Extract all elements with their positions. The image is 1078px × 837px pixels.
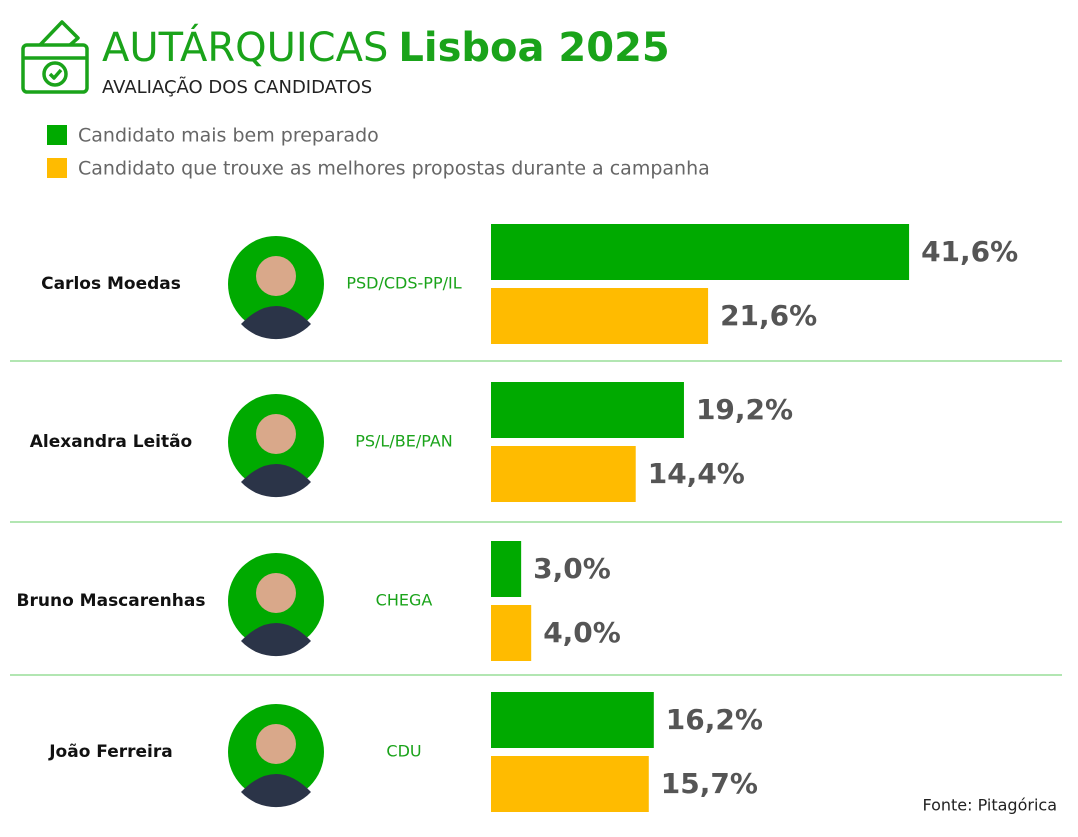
candidate-name: Bruno Mascarenhas xyxy=(17,591,206,611)
value-label: 14,4% xyxy=(648,457,745,490)
value-label: 15,7% xyxy=(661,767,758,800)
legend-swatch xyxy=(47,158,67,178)
legend-label: Candidato que trouxe as melhores propost… xyxy=(78,158,710,180)
source: Fonte: Pitagórica xyxy=(922,796,1057,815)
candidate-name: Carlos Moedas xyxy=(41,274,181,294)
value-label: 21,6% xyxy=(720,299,817,332)
chart-title: AUTÁRQUICAS Lisboa 2025 xyxy=(102,23,670,71)
party-label: PSD/CDS-PP/IL xyxy=(346,274,461,293)
title-main: AUTÁRQUICAS xyxy=(102,23,388,71)
candidate-name: Alexandra Leitão xyxy=(30,432,192,452)
bar xyxy=(491,224,910,280)
value-label: 19,2% xyxy=(696,393,793,426)
photo-head xyxy=(256,414,296,454)
party-label: CDU xyxy=(386,742,421,761)
ballot-icon xyxy=(21,20,89,94)
photo-body xyxy=(241,464,311,498)
bar xyxy=(491,382,684,438)
value-label: 41,6% xyxy=(921,235,1018,268)
bar xyxy=(491,605,532,661)
photo-body xyxy=(241,623,311,657)
bar xyxy=(491,756,649,812)
value-label: 3,0% xyxy=(533,552,611,585)
party-label: CHEGA xyxy=(376,591,433,610)
photo-head xyxy=(256,724,296,764)
bar xyxy=(491,541,522,597)
candidate-photo xyxy=(228,236,324,340)
bar xyxy=(491,288,709,344)
value-label: 16,2% xyxy=(666,703,763,736)
photo-body xyxy=(241,774,311,808)
value-label: 4,0% xyxy=(543,616,621,649)
photo-head xyxy=(256,256,296,296)
photo-body xyxy=(241,306,311,340)
photo-head xyxy=(256,573,296,613)
candidate-photo xyxy=(228,394,324,498)
legend-label: Candidato mais bem preparado xyxy=(78,125,379,147)
chart-subtitle: AVALIAÇÃO DOS CANDIDATOS xyxy=(102,76,372,98)
candidate-photo xyxy=(228,704,324,808)
bar xyxy=(491,446,636,502)
party-label: PS/L/BE/PAN xyxy=(355,432,453,451)
candidate-name: João Ferreira xyxy=(48,742,173,762)
legend-swatch xyxy=(47,125,67,145)
title-highlight: Lisboa 2025 xyxy=(398,25,669,71)
bar xyxy=(491,692,654,748)
candidate-photo xyxy=(228,553,324,657)
